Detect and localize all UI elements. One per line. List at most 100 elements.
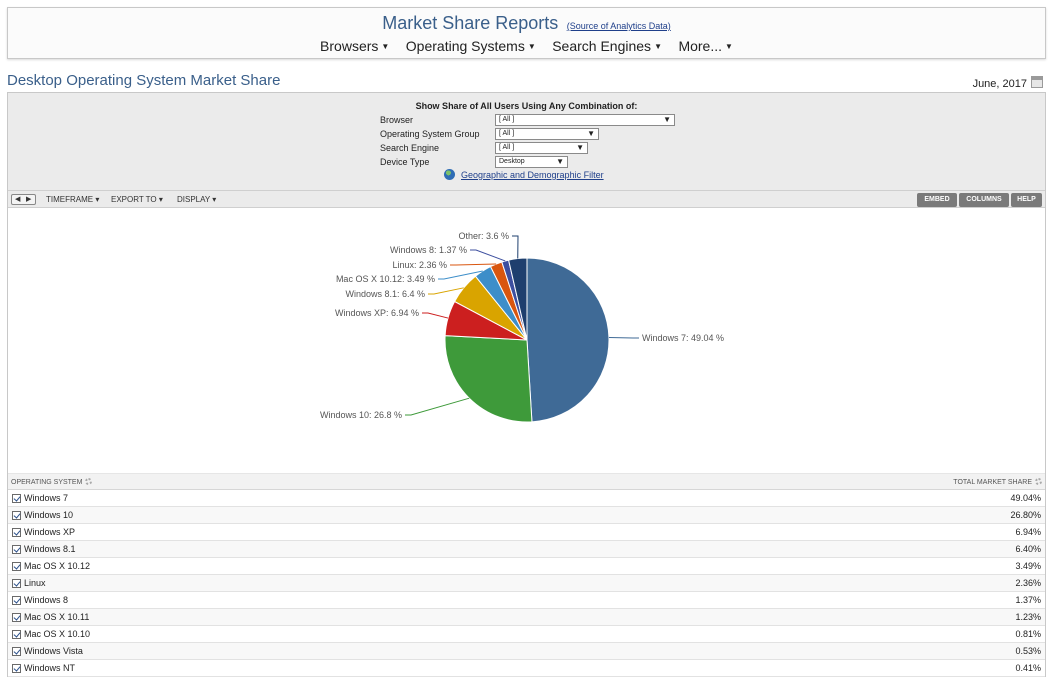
select-value: Desktop bbox=[499, 158, 525, 165]
filter-label-browser: Browser bbox=[380, 115, 414, 125]
source-link[interactable]: (Source of Analytics Data) bbox=[566, 21, 671, 31]
leader-line bbox=[405, 397, 470, 416]
row-share-value: 1.37% bbox=[1015, 595, 1041, 605]
filter-label-os-group: Operating System Group bbox=[380, 129, 480, 139]
pie-slice-windows-7[interactable] bbox=[526, 257, 610, 423]
leader-line bbox=[438, 270, 483, 280]
nav-label: More... bbox=[678, 38, 723, 54]
globe-icon bbox=[444, 169, 455, 180]
browser-select[interactable]: [ All ] ▼ bbox=[495, 114, 675, 126]
main-nav: Browsers ▼ Operating Systems ▼ Search Engi… bbox=[8, 38, 1045, 56]
column-header-share[interactable]: TOTAL MARKET SHARE bbox=[953, 478, 1042, 486]
help-button[interactable]: HELP bbox=[1011, 193, 1042, 207]
row-os-name: Windows 8.1 bbox=[24, 544, 76, 554]
nav-browsers[interactable]: Browsers ▼ bbox=[320, 38, 389, 54]
leader-line bbox=[450, 263, 497, 266]
row-checkbox[interactable] bbox=[12, 596, 21, 605]
export-menu[interactable]: EXPORT TO ▾ bbox=[111, 195, 163, 204]
caret-down-icon: ▾ bbox=[158, 195, 163, 204]
row-os-name: Windows 7 bbox=[24, 493, 69, 503]
row-checkbox[interactable] bbox=[12, 613, 21, 622]
row-checkbox[interactable] bbox=[12, 545, 21, 554]
menu-label: DISPLAY bbox=[177, 195, 211, 204]
row-share-value: 1.23% bbox=[1015, 612, 1041, 622]
os-group-select[interactable]: [ All ] ▼ bbox=[495, 128, 599, 140]
calendar-icon[interactable] bbox=[1031, 76, 1043, 88]
nav-search-engines[interactable]: Search Engines ▼ bbox=[552, 38, 662, 54]
menu-label: EXPORT TO bbox=[111, 195, 157, 204]
data-label: Windows 8: 1.37 % bbox=[390, 245, 467, 255]
filter-label-search-engine: Search Engine bbox=[380, 143, 440, 153]
prev-arrow-icon[interactable]: ◀ bbox=[15, 196, 21, 203]
nav-label: Operating Systems bbox=[405, 38, 525, 54]
pie-slice-windows-10[interactable] bbox=[444, 335, 533, 423]
table-row: Windows 7 49.04% bbox=[8, 490, 1045, 507]
report-panel: Show Share of All Users Using Any Combin… bbox=[7, 92, 1046, 677]
row-share-value: 6.94% bbox=[1015, 527, 1041, 537]
leader-line bbox=[512, 235, 519, 259]
column-label: TOTAL MARKET SHARE bbox=[953, 479, 1032, 486]
nav-more[interactable]: More... ▼ bbox=[678, 38, 733, 54]
filters-heading: Show Share of All Users Using Any Combin… bbox=[415, 101, 638, 111]
select-value: [ All ] bbox=[499, 116, 515, 123]
geo-filter: Geographic and Demographic Filter bbox=[444, 169, 604, 180]
search-engine-select[interactable]: [ All ] ▼ bbox=[495, 142, 588, 154]
table-row: Windows 8 1.37% bbox=[8, 592, 1045, 609]
row-os-name: Windows NT bbox=[24, 663, 76, 673]
device-type-select[interactable]: Desktop ▼ bbox=[495, 156, 568, 168]
table-row: Mac OS X 10.12 3.49% bbox=[8, 558, 1045, 575]
dropdown-arrow-icon: ▼ bbox=[556, 157, 564, 166]
columns-button[interactable]: COLUMNS bbox=[959, 193, 1009, 207]
period-nav: ◀ ▶ bbox=[11, 194, 36, 205]
caret-down-icon: ▾ bbox=[95, 195, 100, 204]
table-row: Mac OS X 10.10 0.81% bbox=[8, 626, 1045, 643]
row-checkbox[interactable] bbox=[12, 528, 21, 537]
row-os-name: Windows XP bbox=[24, 527, 76, 537]
row-checkbox[interactable] bbox=[12, 494, 21, 503]
display-menu[interactable]: DISPLAY ▾ bbox=[177, 195, 216, 204]
dropdown-arrow-icon: ▼ bbox=[587, 129, 595, 138]
row-checkbox[interactable] bbox=[12, 630, 21, 639]
timeframe-menu[interactable]: TIMEFRAME ▾ bbox=[46, 195, 99, 204]
row-os-name: Linux bbox=[24, 578, 46, 588]
page-title: Desktop Operating System Market Share bbox=[7, 72, 281, 89]
select-value: [ All ] bbox=[499, 144, 515, 151]
row-share-value: 6.40% bbox=[1015, 544, 1041, 554]
table-row: Windows NT 0.41% bbox=[8, 660, 1045, 677]
leader-line bbox=[470, 249, 506, 262]
select-value: [ All ] bbox=[499, 130, 515, 137]
row-share-value: 3.49% bbox=[1015, 561, 1041, 571]
row-share-value: 2.36% bbox=[1015, 578, 1041, 588]
row-checkbox[interactable] bbox=[12, 664, 21, 673]
row-share-value: 0.41% bbox=[1015, 663, 1041, 673]
gear-icon[interactable] bbox=[85, 478, 93, 485]
embed-button[interactable]: EMBED bbox=[917, 193, 957, 207]
filter-label-device-type: Device Type bbox=[380, 157, 430, 167]
next-arrow-icon[interactable]: ▶ bbox=[26, 196, 32, 203]
site-title: Market Share Reports bbox=[382, 13, 559, 33]
caret-down-icon: ▼ bbox=[527, 42, 536, 51]
pie-slice-other[interactable] bbox=[508, 257, 528, 341]
nav-label: Browsers bbox=[320, 38, 379, 54]
row-share-value: 49.04% bbox=[1010, 493, 1041, 503]
row-checkbox[interactable] bbox=[12, 511, 21, 520]
geo-filter-link[interactable]: Geographic and Demographic Filter bbox=[461, 170, 604, 180]
row-share-value: 0.53% bbox=[1015, 646, 1041, 656]
caret-down-icon: ▼ bbox=[654, 42, 662, 51]
report-date: June, 2017 bbox=[972, 78, 1027, 90]
table-row: Windows XP 6.94% bbox=[8, 524, 1045, 541]
table-header: OPERATING SYSTEM TOTAL MARKET SHARE bbox=[8, 473, 1045, 490]
caret-down-icon: ▾ bbox=[212, 195, 217, 204]
row-checkbox[interactable] bbox=[12, 647, 21, 656]
filter-box: Show Share of All Users Using Any Combin… bbox=[8, 93, 1045, 191]
nav-operating-systems[interactable]: Operating Systems ▼ bbox=[406, 38, 536, 54]
gear-icon[interactable] bbox=[1035, 478, 1042, 485]
table-row: Linux 2.36% bbox=[8, 575, 1045, 592]
row-checkbox[interactable] bbox=[12, 562, 21, 571]
row-checkbox[interactable] bbox=[12, 579, 21, 588]
column-header-os[interactable]: OPERATING SYSTEM bbox=[11, 478, 93, 486]
caret-down-icon: ▼ bbox=[381, 42, 390, 51]
dropdown-arrow-icon: ▼ bbox=[663, 115, 671, 124]
row-os-name: Windows 10 bbox=[24, 510, 74, 520]
report-toolbar: ◀ ▶ TIMEFRAME ▾ EXPORT TO ▾ DISPLAY ▾ EM… bbox=[8, 191, 1045, 208]
